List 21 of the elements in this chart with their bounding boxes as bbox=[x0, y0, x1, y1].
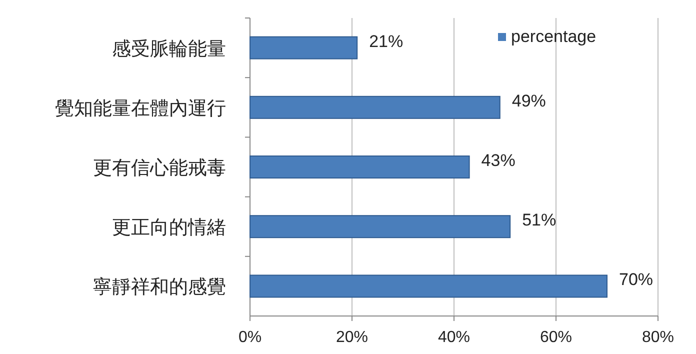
bar bbox=[250, 215, 511, 238]
y-tick-label: 更正向的情緒 bbox=[112, 218, 226, 239]
bar bbox=[250, 36, 358, 60]
y-tick-label: 覺知能量在體內運行 bbox=[55, 98, 226, 120]
data-label: 51% bbox=[522, 210, 556, 230]
bar bbox=[250, 274, 608, 298]
y-tick-label: 感受脈輪能量 bbox=[112, 38, 226, 60]
data-label: 70% bbox=[619, 270, 654, 290]
x-tick-label: 40% bbox=[438, 329, 470, 346]
bar bbox=[250, 156, 470, 178]
data-label: 43% bbox=[481, 151, 516, 170]
y-tick-label: 更有信心能戒毒 bbox=[93, 157, 226, 179]
y-tick-label: 寧靜祥和的感覺 bbox=[93, 276, 226, 298]
data-label: 21% bbox=[369, 32, 404, 51]
x-tick-label: 80% bbox=[642, 329, 674, 346]
x-tick-label: 0% bbox=[238, 329, 262, 346]
data-label: 49% bbox=[512, 91, 546, 110]
legend-label: percentage bbox=[511, 27, 596, 46]
x-tick-label: 60% bbox=[540, 329, 572, 346]
x-tick-label: 20% bbox=[336, 329, 368, 346]
bar bbox=[250, 96, 500, 119]
